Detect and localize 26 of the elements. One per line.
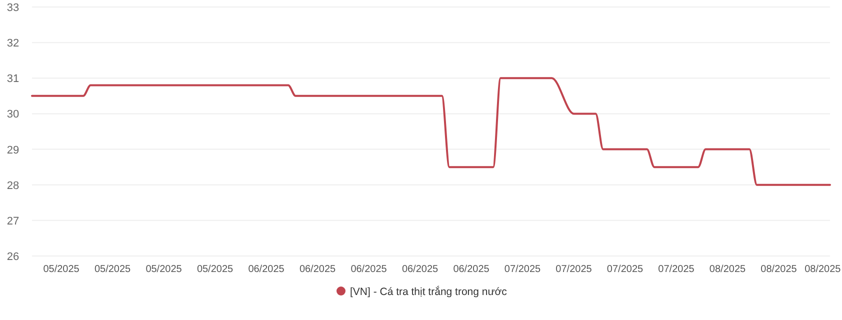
x-tick-label: 05/2025 — [146, 264, 182, 275]
y-tick-label: 31 — [6, 73, 20, 86]
x-tick-label: 07/2025 — [658, 264, 695, 275]
x-tick-label: 06/2025 — [248, 264, 285, 275]
x-tick-label: 05/2025 — [43, 264, 80, 275]
x-tick-label: 08/2025 — [760, 264, 798, 275]
y-tick-label: 30 — [6, 108, 20, 121]
x-tick-label: 06/2025 — [350, 264, 388, 275]
x-tick-label: 06/2025 — [299, 264, 336, 275]
line-series — [31, 77, 831, 186]
legend-label: [VN] - Cá tra thịt trắng trong nước — [350, 285, 507, 298]
y-tick-label: 26 — [6, 251, 20, 263]
y-tick-label: 27 — [6, 215, 20, 228]
x-tick-label: 07/2025 — [556, 264, 592, 275]
y-tick-label: 29 — [6, 144, 20, 156]
x-tick-label: 05/2025 — [196, 264, 234, 275]
x-tick-label: 07/2025 — [504, 264, 542, 275]
x-tick-label: 08/2025 — [709, 264, 746, 275]
x-tick-label: 08/2025 — [804, 264, 842, 275]
y-tick-label: 33 — [6, 2, 20, 14]
x-tick-label: 06/2025 — [402, 264, 439, 275]
x-tick-label: 05/2025 — [94, 264, 132, 275]
y-tick-label: 28 — [6, 180, 20, 192]
x-tick-label: 06/2025 — [453, 264, 490, 275]
y-tick-label: 32 — [6, 38, 20, 50]
x-tick-label: 07/2025 — [606, 264, 644, 275]
